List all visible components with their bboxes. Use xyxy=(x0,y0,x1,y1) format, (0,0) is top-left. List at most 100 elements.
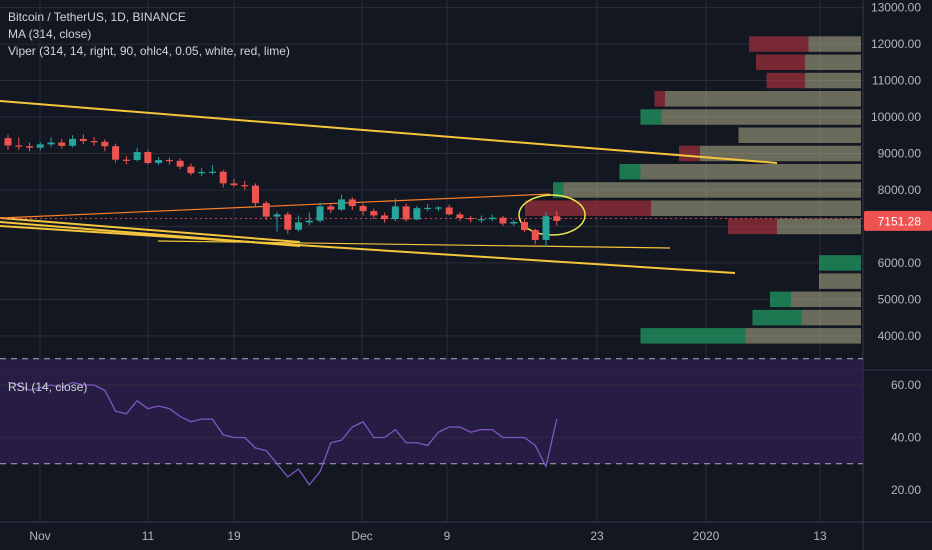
price-tick-label: 11000.00 xyxy=(872,74,921,88)
candle-up xyxy=(316,206,324,221)
candle-down xyxy=(251,185,259,204)
profile-bar-neutral xyxy=(640,163,861,180)
profile-bar-neutral xyxy=(563,182,861,198)
candle-down xyxy=(90,141,98,143)
candle-down xyxy=(348,199,356,206)
rsi-panel xyxy=(0,358,863,465)
candle-up xyxy=(47,142,55,145)
profile-bar-up xyxy=(640,109,662,125)
rsi-band xyxy=(0,358,863,464)
price-tick-label: 6000.00 xyxy=(878,256,922,270)
candle-down xyxy=(467,218,475,220)
candle-up xyxy=(338,199,346,210)
candle-down xyxy=(176,160,184,167)
rsi-legend: RSI (14, close) xyxy=(8,380,88,394)
ma-line xyxy=(0,193,551,219)
candle-up xyxy=(488,217,496,220)
volume-profile xyxy=(525,36,861,344)
profile-bar-neutral xyxy=(738,127,861,143)
profile-bar-neutral xyxy=(805,54,861,71)
candle-down xyxy=(187,166,195,174)
candle-down xyxy=(26,146,34,148)
profile-bar-up xyxy=(619,163,641,180)
horizontal-support-line xyxy=(157,240,671,249)
profile-bar-down xyxy=(728,218,777,235)
candle-down xyxy=(15,145,23,147)
profile-bar-neutral xyxy=(745,328,861,344)
time-tick-label: 23 xyxy=(590,529,604,543)
candle-down xyxy=(402,206,410,220)
candle-down xyxy=(165,160,173,162)
candle-down xyxy=(241,185,249,187)
candle-up xyxy=(295,222,303,230)
profile-bar-neutral xyxy=(819,273,861,289)
price-tick-label: 8000.00 xyxy=(878,183,922,197)
candle-down xyxy=(112,146,120,160)
profile-bar-neutral xyxy=(700,145,861,162)
price-tick-label: 13000.00 xyxy=(871,1,921,15)
symbol-legend: Bitcoin / TetherUS, 1D, BINANCE xyxy=(8,10,186,24)
rsi-axis: 60.00 40.00 20.00 xyxy=(891,378,921,497)
time-tick-label: Dec xyxy=(351,529,372,543)
time-tick-label: 9 xyxy=(444,529,451,543)
price-tick-label: 9000.00 xyxy=(878,146,922,160)
candle-down xyxy=(531,230,539,240)
time-axis: Nov 11 19 Dec 9 23 2020 13 xyxy=(29,529,827,543)
rsi-tick-label: 60.00 xyxy=(891,378,921,392)
candle-down xyxy=(284,214,292,230)
profile-bar-neutral xyxy=(801,309,861,326)
lower-trendline-a xyxy=(0,217,301,243)
candle-down xyxy=(122,159,130,161)
candle-up xyxy=(198,172,206,174)
support-trendline xyxy=(0,225,736,274)
candle-down xyxy=(262,203,270,217)
candle-up xyxy=(36,144,44,148)
profile-bar-down xyxy=(525,200,651,216)
price-tick-label: 10000.00 xyxy=(871,110,921,124)
profile-bar-neutral xyxy=(651,200,861,216)
candle-up xyxy=(434,207,442,209)
candle-up xyxy=(305,220,313,223)
profile-bar-down xyxy=(654,91,665,107)
time-tick-label: 13 xyxy=(813,529,827,543)
profile-bar-down xyxy=(749,36,809,52)
rsi-series xyxy=(7,381,558,486)
candle-down xyxy=(144,152,152,163)
rsi-tick-label: 20.00 xyxy=(891,483,921,497)
candlestick-series xyxy=(4,134,561,247)
rsi-line xyxy=(7,381,558,486)
profile-bar-up xyxy=(819,255,861,271)
candle-down xyxy=(4,138,12,146)
candle-down xyxy=(327,206,335,210)
price-tick-label: 5000.00 xyxy=(878,292,922,306)
candle-up xyxy=(413,208,421,220)
viper-legend: Viper (314, 14, right, 90, ohlc4, 0.05, … xyxy=(8,44,290,58)
profile-bar-up xyxy=(553,182,564,198)
candle-up xyxy=(510,222,518,224)
candle-down xyxy=(359,205,367,212)
profile-bar-down xyxy=(766,72,805,89)
candle-up xyxy=(477,219,485,221)
last-price-badge xyxy=(864,210,932,231)
candle-up xyxy=(391,206,399,220)
candle-down xyxy=(370,211,378,216)
candle-up xyxy=(542,216,550,240)
candle-down xyxy=(381,215,389,220)
candle-down xyxy=(101,141,109,147)
candle-down xyxy=(219,171,227,184)
profile-bar-neutral xyxy=(661,109,861,125)
candle-down xyxy=(520,222,528,231)
profile-bar-down xyxy=(679,145,700,162)
highlight-circle xyxy=(518,194,586,236)
profile-bar-neutral xyxy=(665,91,861,107)
time-tick-label: Nov xyxy=(29,529,50,543)
price-axis: 13000.00 12000.00 11000.00 10000.00 9000.00 8… xyxy=(871,1,921,343)
profile-bar-neutral xyxy=(808,36,861,52)
time-tick-label: 2020 xyxy=(693,529,720,543)
profile-bar-up xyxy=(770,291,791,308)
price-tick-label: 12000.00 xyxy=(871,37,921,51)
candle-down xyxy=(58,142,66,146)
profile-bar-up xyxy=(640,328,746,344)
last-price-label: 7151.28 xyxy=(878,214,922,228)
